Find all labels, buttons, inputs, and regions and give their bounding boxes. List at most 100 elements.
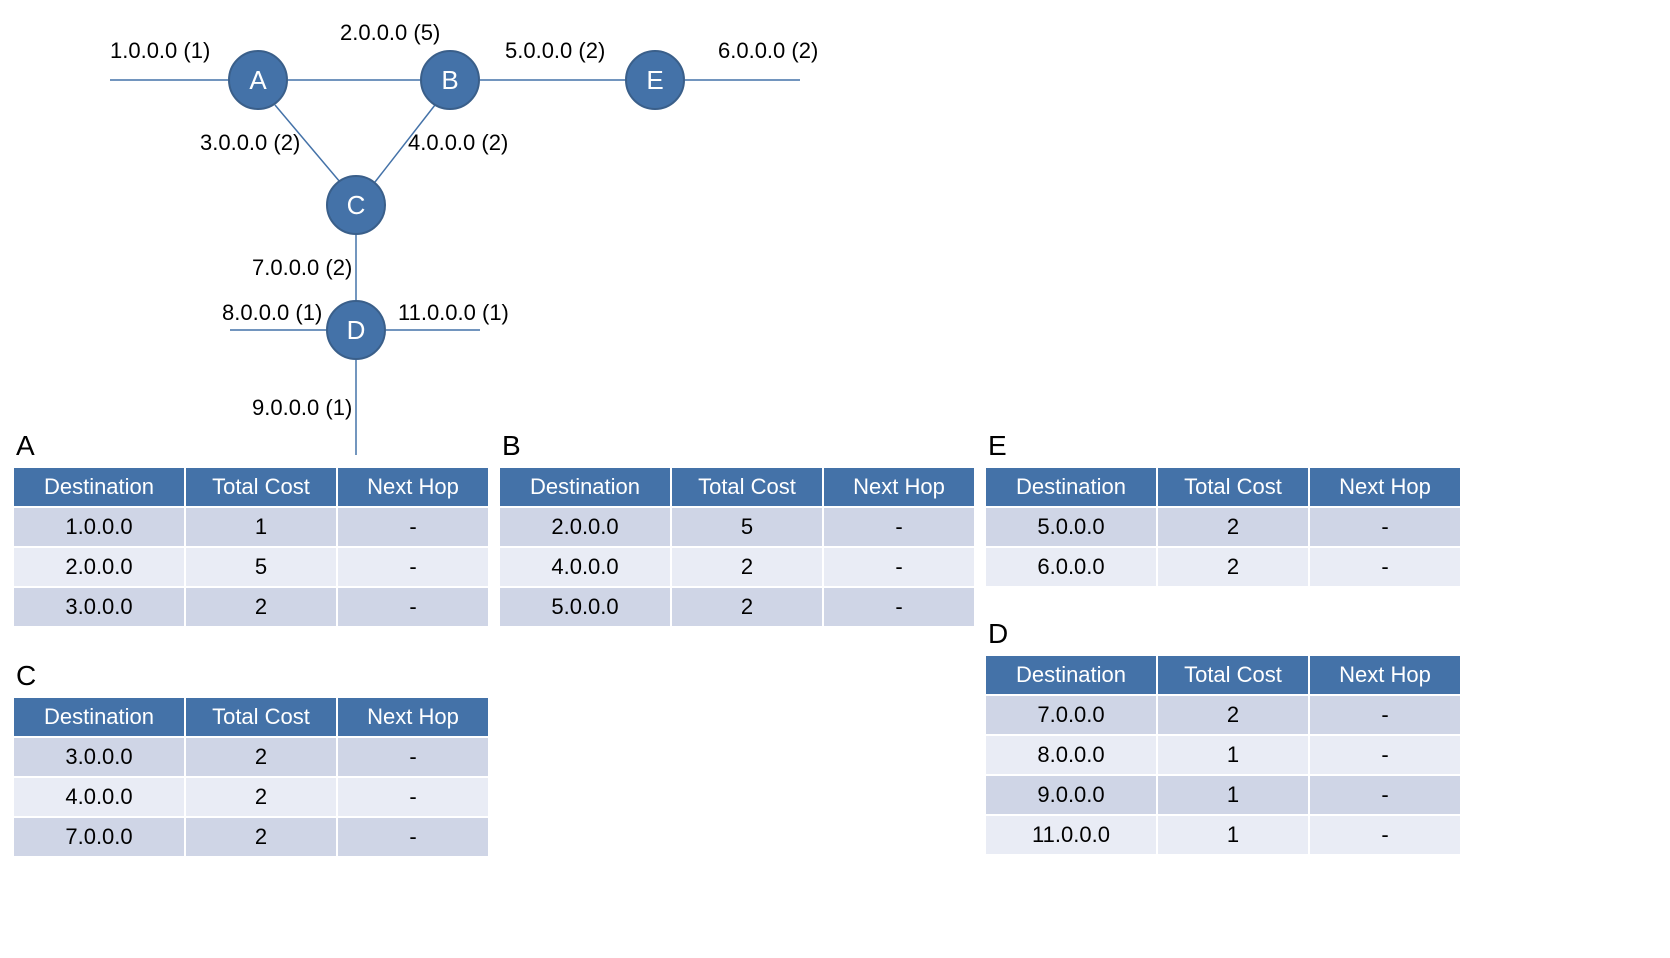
routing-table-b: BDestinationTotal CostNext Hop2.0.0.05-4… — [498, 430, 976, 628]
table-row: 4.0.0.02- — [499, 547, 975, 587]
table-cell: - — [823, 547, 975, 587]
node-label: A — [249, 65, 266, 96]
table-title: A — [16, 430, 490, 462]
node-label: B — [441, 65, 458, 96]
table-row: 6.0.0.02- — [985, 547, 1461, 587]
col-header: Destination — [985, 655, 1157, 695]
table-cell: - — [337, 587, 489, 627]
table-cell: - — [1309, 695, 1461, 735]
table-cell: 1 — [185, 507, 337, 547]
routing-table: DestinationTotal CostNext Hop7.0.0.02-8.… — [984, 654, 1462, 856]
table-cell: 2 — [185, 737, 337, 777]
routing-table-a: ADestinationTotal CostNext Hop1.0.0.01-2… — [12, 430, 490, 628]
table-cell: 2 — [671, 587, 823, 627]
table-row: 5.0.0.02- — [499, 587, 975, 627]
table-cell: 9.0.0.0 — [985, 775, 1157, 815]
routing-table: DestinationTotal CostNext Hop1.0.0.01-2.… — [12, 466, 490, 628]
routing-table: DestinationTotal CostNext Hop5.0.0.02-6.… — [984, 466, 1462, 588]
col-header: Total Cost — [671, 467, 823, 507]
table-cell: 2 — [1157, 547, 1309, 587]
table-cell: - — [1309, 507, 1461, 547]
table-cell: 1.0.0.0 — [13, 507, 185, 547]
table-cell: - — [1309, 775, 1461, 815]
edge-label: 4.0.0.0 (2) — [408, 130, 508, 156]
table-row: 1.0.0.01- — [13, 507, 489, 547]
col-header: Total Cost — [185, 697, 337, 737]
table-title: D — [988, 618, 1462, 650]
table-cell: 7.0.0.0 — [985, 695, 1157, 735]
col-header: Next Hop — [823, 467, 975, 507]
routing-table-e: EDestinationTotal CostNext Hop5.0.0.02-6… — [984, 430, 1462, 588]
table-cell: - — [337, 817, 489, 857]
col-header: Destination — [13, 467, 185, 507]
table-row: 7.0.0.02- — [985, 695, 1461, 735]
table-row: 11.0.0.01- — [985, 815, 1461, 855]
edge-label: 3.0.0.0 (2) — [200, 130, 300, 156]
node-a: A — [228, 50, 288, 110]
table-cell: - — [823, 587, 975, 627]
routing-table: DestinationTotal CostNext Hop2.0.0.05-4.… — [498, 466, 976, 628]
table-row: 2.0.0.05- — [13, 547, 489, 587]
table-cell: 2 — [185, 587, 337, 627]
table-cell: 5.0.0.0 — [499, 587, 671, 627]
table-cell: 2 — [185, 777, 337, 817]
table-cell: 1 — [1157, 815, 1309, 855]
col-header: Next Hop — [337, 697, 489, 737]
routing-table: DestinationTotal CostNext Hop3.0.0.02-4.… — [12, 696, 490, 858]
table-cell: 11.0.0.0 — [985, 815, 1157, 855]
col-header: Next Hop — [1309, 467, 1461, 507]
node-d: D — [326, 300, 386, 360]
table-row: 8.0.0.01- — [985, 735, 1461, 775]
table-title: E — [988, 430, 1462, 462]
col-header: Total Cost — [1157, 655, 1309, 695]
edge-label: 6.0.0.0 (2) — [718, 38, 818, 64]
col-header: Next Hop — [337, 467, 489, 507]
table-cell: 1 — [1157, 775, 1309, 815]
node-e: E — [625, 50, 685, 110]
table-cell: - — [1309, 547, 1461, 587]
table-cell: 3.0.0.0 — [13, 737, 185, 777]
table-row: 9.0.0.01- — [985, 775, 1461, 815]
table-row: 4.0.0.02- — [13, 777, 489, 817]
table-row: 3.0.0.02- — [13, 737, 489, 777]
edge-label: 7.0.0.0 (2) — [252, 255, 352, 281]
table-cell: 2 — [671, 547, 823, 587]
table-row: 3.0.0.02- — [13, 587, 489, 627]
col-header: Destination — [13, 697, 185, 737]
routing-table-c: CDestinationTotal CostNext Hop3.0.0.02-4… — [12, 660, 490, 858]
col-header: Total Cost — [185, 467, 337, 507]
table-title: C — [16, 660, 490, 692]
network-diagram: A B E C D 1.0.0.0 (1) 2.0.0.0 (5) 5.0.0.0 (2) 6… — [0, 0, 900, 460]
table-cell: 2.0.0.0 — [13, 547, 185, 587]
table-cell: 2 — [1157, 507, 1309, 547]
table-cell: - — [337, 547, 489, 587]
col-header: Total Cost — [1157, 467, 1309, 507]
edge-label: 1.0.0.0 (1) — [110, 38, 210, 64]
edge-label: 2.0.0.0 (5) — [340, 20, 440, 46]
table-cell: 1 — [1157, 735, 1309, 775]
table-cell: 2.0.0.0 — [499, 507, 671, 547]
table-cell: 5.0.0.0 — [985, 507, 1157, 547]
page-root: A B E C D 1.0.0.0 (1) 2.0.0.0 (5) 5.0.0.0 (2) 6… — [0, 0, 1670, 958]
col-header: Next Hop — [1309, 655, 1461, 695]
table-cell: 4.0.0.0 — [13, 777, 185, 817]
node-label: C — [347, 190, 366, 221]
edge-label: 8.0.0.0 (1) — [222, 300, 322, 326]
table-row: 2.0.0.05- — [499, 507, 975, 547]
routing-table-d: DDestinationTotal CostNext Hop7.0.0.02-8… — [984, 618, 1462, 856]
table-cell: 4.0.0.0 — [499, 547, 671, 587]
edge-label: 5.0.0.0 (2) — [505, 38, 605, 64]
table-row: 7.0.0.02- — [13, 817, 489, 857]
table-cell: 3.0.0.0 — [13, 587, 185, 627]
table-cell: - — [337, 507, 489, 547]
table-row: 5.0.0.02- — [985, 507, 1461, 547]
table-cell: - — [337, 737, 489, 777]
table-cell: - — [1309, 815, 1461, 855]
table-cell: 2 — [1157, 695, 1309, 735]
edge-label: 11.0.0.0 (1) — [398, 300, 509, 326]
node-label: E — [646, 65, 663, 96]
table-cell: - — [337, 777, 489, 817]
table-cell: 2 — [185, 817, 337, 857]
table-cell: 5 — [671, 507, 823, 547]
table-cell: 6.0.0.0 — [985, 547, 1157, 587]
